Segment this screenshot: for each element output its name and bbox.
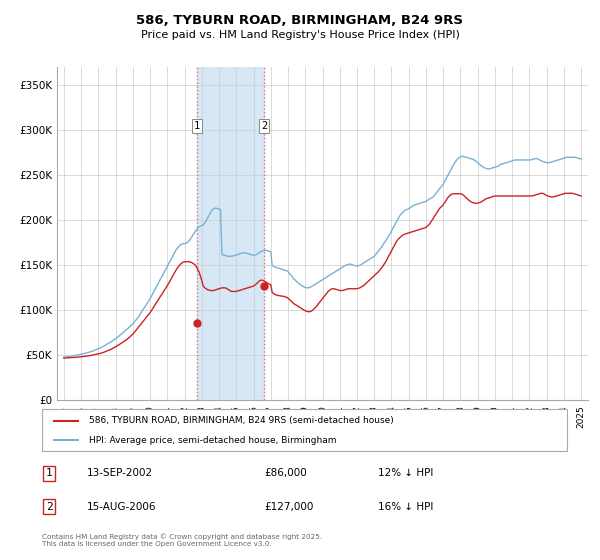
Text: £127,000: £127,000 (264, 502, 313, 512)
Text: 1: 1 (46, 468, 53, 478)
Bar (197, 67, 264, 400)
Text: 2: 2 (261, 121, 268, 130)
Text: 12% ↓ HPI: 12% ↓ HPI (378, 468, 433, 478)
Text: 15-AUG-2006: 15-AUG-2006 (87, 502, 157, 512)
Text: 586, TYBURN ROAD, BIRMINGHAM, B24 9RS: 586, TYBURN ROAD, BIRMINGHAM, B24 9RS (137, 14, 464, 27)
Text: Price paid vs. HM Land Registry's House Price Index (HPI): Price paid vs. HM Land Registry's House … (140, 30, 460, 40)
Text: Contains HM Land Registry data © Crown copyright and database right 2025.
This d: Contains HM Land Registry data © Crown c… (42, 533, 322, 547)
Text: 16% ↓ HPI: 16% ↓ HPI (378, 502, 433, 512)
Text: 1: 1 (194, 121, 200, 130)
Text: HPI: Average price, semi-detached house, Birmingham: HPI: Average price, semi-detached house,… (89, 436, 337, 445)
FancyBboxPatch shape (42, 409, 567, 451)
Text: £86,000: £86,000 (264, 468, 307, 478)
Text: 13-SEP-2002: 13-SEP-2002 (87, 468, 153, 478)
Text: 586, TYBURN ROAD, BIRMINGHAM, B24 9RS (semi-detached house): 586, TYBURN ROAD, BIRMINGHAM, B24 9RS (s… (89, 416, 394, 425)
Text: 2: 2 (46, 502, 53, 512)
